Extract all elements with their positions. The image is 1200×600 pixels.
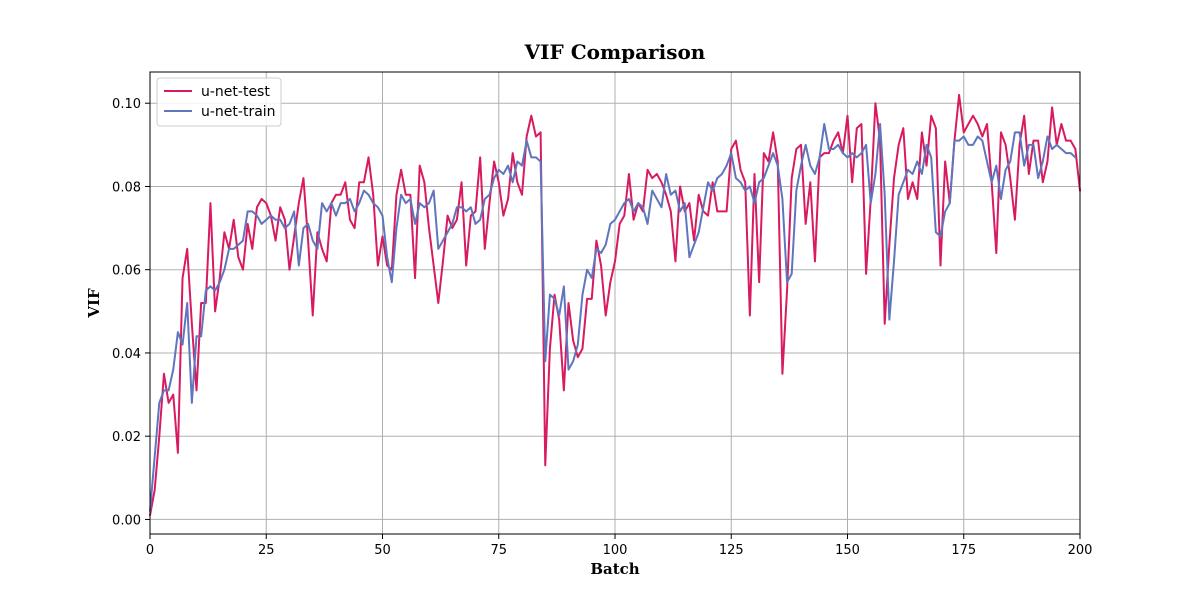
y-tick-label: 0.02 xyxy=(112,430,141,445)
legend-label-u-net-test: u-net-test xyxy=(201,84,270,100)
y-tick-label: 0.00 xyxy=(112,513,141,528)
x-tick-label: 25 xyxy=(258,543,275,558)
series-lines xyxy=(149,93,1081,517)
x-tick-label: 125 xyxy=(719,543,744,558)
x-tick-label: 200 xyxy=(1068,543,1093,558)
chart-title: VIF Comparison xyxy=(524,40,706,64)
y-tick-label: 0.04 xyxy=(112,347,141,362)
x-tick-label: 0 xyxy=(146,543,154,558)
x-tick-label: 50 xyxy=(374,543,391,558)
axis-ticks: 0 25 50 75 100 125 150 175 200 0.00 0.02 0.04 0.06 0.… xyxy=(112,97,1092,558)
legend-label-u-net-train: u-net-train xyxy=(201,104,276,120)
x-tick-label: 175 xyxy=(951,543,976,558)
y-axis-label: VIF xyxy=(85,288,103,319)
y-tick-label: 0.10 xyxy=(112,97,141,112)
y-tick-label: 0.08 xyxy=(112,180,141,195)
series-line-u-net-train xyxy=(149,123,1077,513)
x-axis-label: Batch xyxy=(590,560,639,578)
legend: u-net-test u-net-train xyxy=(156,77,282,127)
x-tick-label: 100 xyxy=(603,543,628,558)
x-tick-label: 150 xyxy=(835,543,860,558)
y-tick-label: 0.06 xyxy=(112,264,141,279)
x-tick-label: 75 xyxy=(490,543,507,558)
